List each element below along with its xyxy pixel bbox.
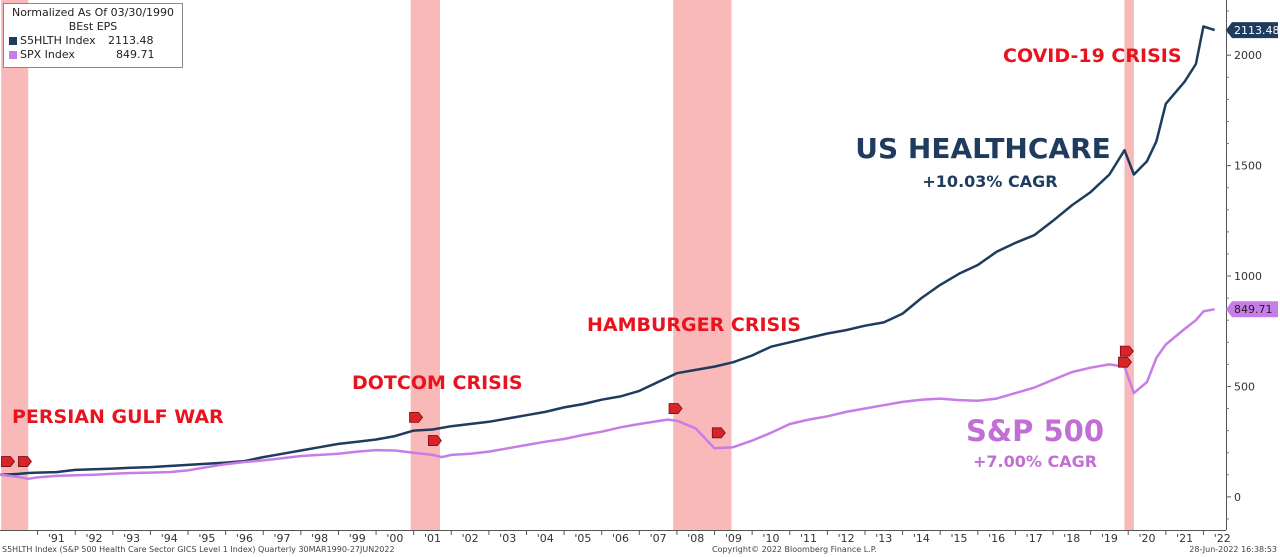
legend-header-1: Normalized As Of 03/30/1990 (11, 6, 175, 19)
x-tick-label: '07 (650, 532, 667, 545)
legend-label: SPX Index (20, 48, 75, 61)
footer-timestamp: 28-Jun-2022 16:38:53 (1189, 545, 1277, 554)
x-tick-label: '01 (424, 532, 441, 545)
legend-header-2: BEst EPS (68, 20, 118, 33)
series-line-s5hlth (0, 25, 1216, 477)
crisis-band (1124, 0, 1134, 530)
x-tick-label: '04 (537, 532, 554, 545)
legend-swatch (9, 51, 17, 59)
annotation-covid: COVID-19 CRISIS (1003, 45, 1182, 67)
x-tick-label: '11 (800, 532, 817, 545)
x-tick-label: '12 (838, 532, 855, 545)
y-tick-label: 500 (1234, 380, 1255, 393)
last-value-tag (1226, 301, 1278, 318)
x-tick-label: '16 (988, 532, 1005, 545)
annotation-hc_cagr: +10.03% CAGR (922, 172, 1057, 191)
x-tick-label: '20 (1139, 532, 1156, 545)
x-tick-label: '02 (462, 532, 479, 545)
x-tick-label: '97 (274, 532, 291, 545)
x-tick-label: '15 (950, 532, 967, 545)
annotation-sp_cagr: +7.00% CAGR (973, 452, 1097, 471)
legend-entry-spx: SPX Index 849.71 (9, 48, 177, 62)
x-tick-label: '00 (386, 532, 403, 545)
event-marker-icon (711, 427, 726, 439)
x-tick-label: '18 (1063, 532, 1080, 545)
legend: Normalized As Of 03/30/1990 BEst EPS S5H… (3, 3, 183, 68)
x-tick-label: '10 (762, 532, 779, 545)
y-tick-label: 1500 (1234, 160, 1262, 173)
x-axis: '91 '92 '93 '94 '95 '96 '97 '98 '99 '00 '01 '02 '03 '… (0, 530, 1231, 545)
last-value-tag (1226, 22, 1278, 39)
last-value-label: 849.71 (1234, 303, 1273, 316)
x-tick-label: '08 (687, 532, 704, 545)
annotation-persian: PERSIAN GULF WAR (12, 406, 224, 428)
x-tick-label: '95 (198, 532, 215, 545)
x-tick-label: '91 (48, 532, 65, 545)
x-tick-label: '17 (1026, 532, 1043, 545)
x-tick-label: '92 (86, 532, 103, 545)
x-tick-label: '03 (499, 532, 516, 545)
crisis-bands (1, 0, 1134, 530)
annotation-hc_title: US HEALTHCARE (855, 132, 1111, 165)
event-marker-icon (668, 403, 683, 414)
x-tick-label: '99 (349, 532, 366, 545)
series-lines (0, 25, 1216, 481)
legend-entry-s5hlth: S5HLTH Index 2113.48 (9, 34, 177, 48)
x-tick-label: '13 (875, 532, 892, 545)
legend-swatch (9, 37, 17, 45)
x-tick-label: '94 (161, 532, 178, 545)
event-marker-icon (18, 456, 32, 467)
x-tick-label: '21 (1176, 532, 1193, 545)
x-tick-label: '22 (1214, 532, 1231, 545)
event-marker-icon (409, 411, 424, 423)
y-tick-label: 0 (1234, 491, 1241, 504)
y-tick-label: 2000 (1234, 49, 1262, 62)
crisis-band (410, 0, 441, 530)
event-marker-icon (1118, 356, 1132, 368)
event-markers (1, 345, 1134, 467)
footer-source: S5HLTH Index (S&P 500 Health Care Sector… (2, 545, 395, 554)
x-tick-label: '93 (123, 532, 140, 545)
legend-label: S5HLTH Index (20, 34, 96, 47)
legend-value: 849.71 (116, 48, 155, 61)
x-tick-label: '05 (574, 532, 591, 545)
last-value-tags: 2113.48 849.71 (1226, 22, 1280, 318)
event-marker-icon (1, 456, 16, 467)
y-tick-label: 1000 (1234, 270, 1262, 283)
y-axis: 0 500 1000 1500 2000 (1226, 0, 1262, 530)
x-tick-label: '96 (236, 532, 253, 545)
legend-value: 2113.48 (108, 34, 154, 47)
x-tick-label: '98 (311, 532, 328, 545)
x-tick-label: '09 (725, 532, 742, 545)
crisis-band (673, 0, 732, 530)
last-value-label: 2113.48 (1234, 24, 1280, 37)
annotation-dotcom: DOTCOM CRISIS (352, 372, 523, 394)
event-marker-icon (1119, 345, 1134, 357)
event-marker-icon (427, 435, 442, 446)
x-tick-label: '14 (913, 532, 930, 545)
x-tick-label: '06 (612, 532, 629, 545)
x-tick-label: '19 (1101, 532, 1118, 545)
footer-copyright: Copyright© 2022 Bloomberg Finance L.P. (712, 545, 877, 554)
crisis-band (1, 0, 29, 530)
annotation-sp_title: S&P 500 (966, 414, 1104, 448)
annotation-hamburger: HAMBURGER CRISIS (587, 314, 801, 336)
series-line-spx (0, 307, 1215, 481)
chart-annotations: PERSIAN GULF WAR DOTCOM CRISIS HAMBURGER C… (12, 45, 1182, 471)
